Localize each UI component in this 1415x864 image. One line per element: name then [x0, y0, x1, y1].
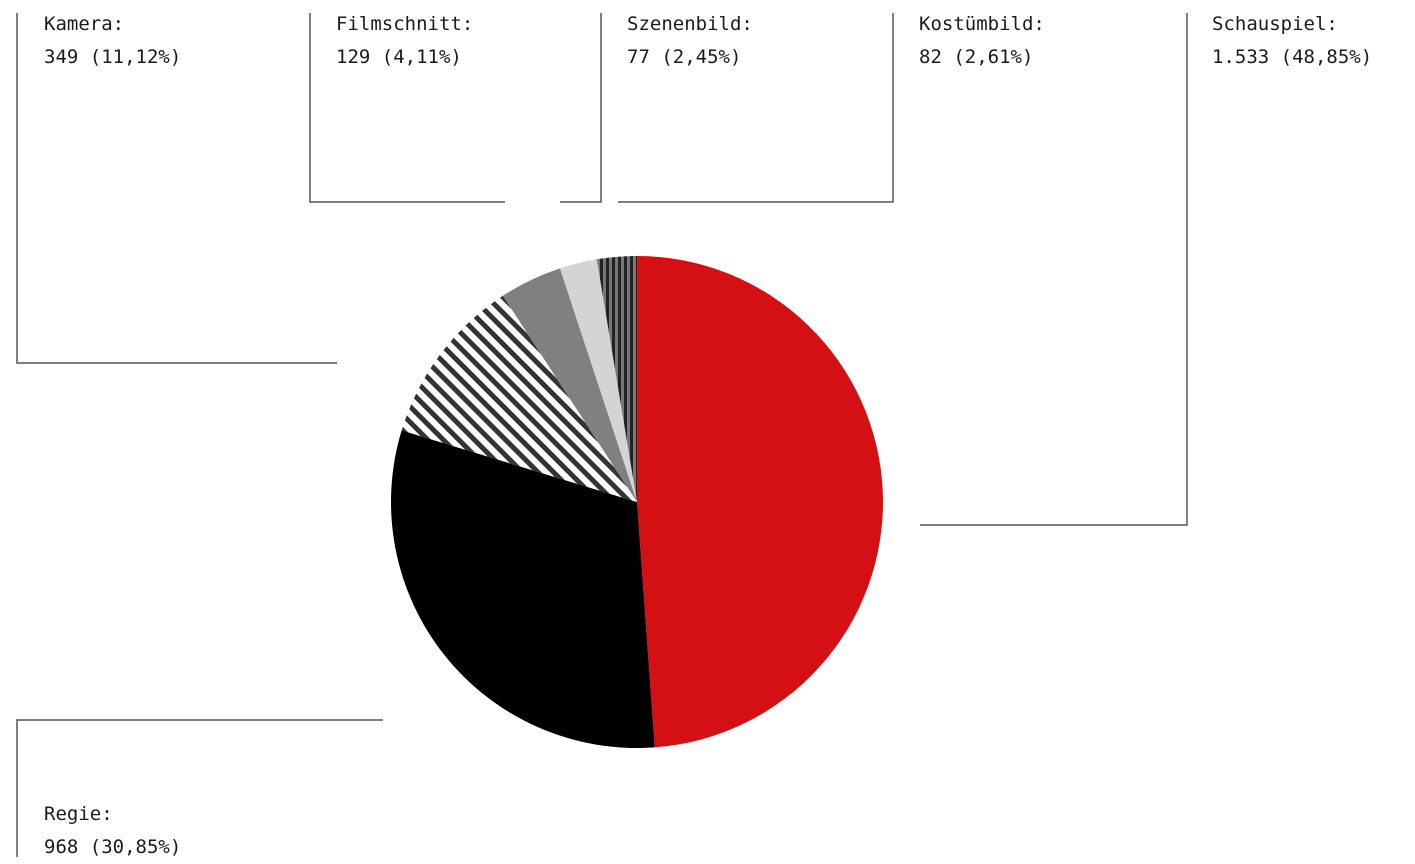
label-regie-name: Regie: [44, 803, 113, 825]
label-filmschnitt: Filmschnitt: 129 (4,11%) [336, 8, 473, 74]
label-filmschnitt-name: Filmschnitt: [336, 13, 474, 35]
label-schauspiel-value: 1.533 (48,85%) [1212, 46, 1373, 68]
label-kostuembild-name: Kostümbild: [919, 13, 1045, 35]
label-kostuembild: Kostümbild: 82 (2,61%) [919, 8, 1045, 74]
leader-line-szenenbild [560, 13, 602, 203]
leader-line-schauspiel [920, 13, 1188, 526]
leader-line-kostuembild [618, 13, 894, 203]
pie-slices [390, 256, 883, 748]
label-schauspiel-name: Schauspiel: [1212, 13, 1338, 35]
leader-line-filmschnitt [309, 13, 505, 203]
label-szenenbild-name: Szenenbild: [627, 13, 753, 35]
label-szenenbild-value: 77 (2,45%) [627, 46, 742, 68]
label-kamera: Kamera: 349 (11,12%) [44, 8, 181, 74]
label-regie: Regie: 968 (30,85%) [44, 798, 181, 864]
label-kamera-value: 349 (11,12%) [44, 46, 182, 68]
leader-line-regie [16, 719, 383, 857]
label-regie-value: 968 (30,85%) [44, 836, 182, 858]
leader-lines [16, 13, 1188, 857]
pie-slice-szenenbild [560, 259, 637, 502]
pie-slice-kamera [401, 295, 637, 502]
label-schauspiel: Schauspiel: 1.533 (48,85%) [1212, 8, 1372, 74]
pie-slice-kost-mbild [596, 256, 637, 502]
pie-slice-schauspiel [637, 256, 883, 748]
pie-slice-filmschnitt [502, 268, 637, 502]
label-szenenbild: Szenenbild: 77 (2,45%) [627, 8, 753, 74]
leader-line-kamera [16, 13, 337, 364]
label-kamera-name: Kamera: [44, 13, 125, 35]
label-kostuembild-value: 82 (2,61%) [919, 46, 1034, 68]
pie-slice-regie [390, 430, 655, 748]
label-filmschnitt-value: 129 (4,11%) [336, 46, 462, 68]
